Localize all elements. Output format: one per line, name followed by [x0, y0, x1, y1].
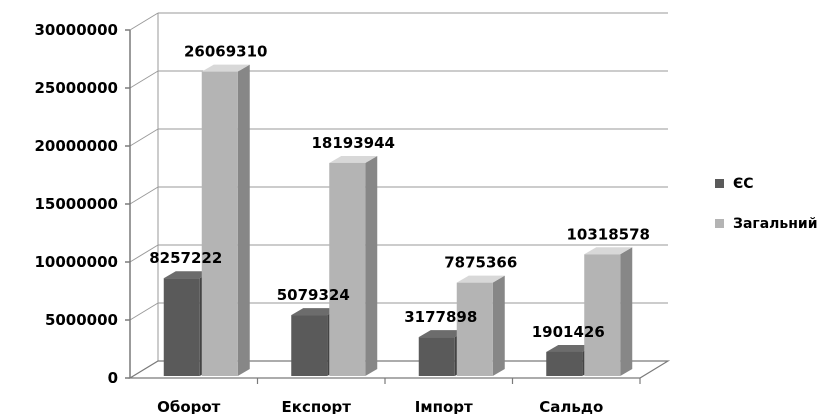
- bar-front: [291, 315, 328, 376]
- bar-front: [418, 337, 455, 376]
- bar-front: [163, 278, 200, 376]
- data-label: 18193944: [312, 134, 396, 152]
- bar-top: [456, 275, 505, 283]
- bar-top: [163, 271, 212, 279]
- legend-swatch: [715, 179, 724, 188]
- gridline-diagonal: [129, 186, 159, 205]
- data-label: 7875366: [444, 254, 517, 272]
- y-tick-label: 10000000: [35, 253, 119, 271]
- chart-bars: [163, 64, 633, 376]
- y-tick-label: 0: [108, 369, 118, 387]
- chart-data-labels: 8257222 5079324 3177898 1901426 26069310 1819…: [149, 43, 650, 341]
- legend-swatch: [715, 219, 724, 228]
- data-label: 10318578: [567, 225, 651, 243]
- bar-front: [584, 254, 621, 376]
- y-tick-label: 15000000: [35, 195, 119, 213]
- bar-top: [201, 64, 250, 72]
- data-label: 8257222: [149, 249, 222, 267]
- data-label: 3177898: [404, 308, 477, 326]
- gridline-diagonal: [129, 128, 159, 147]
- data-label: 1901426: [532, 323, 605, 341]
- bar-front: [546, 351, 583, 376]
- data-label: 26069310: [184, 43, 268, 61]
- gridline-diagonal: [129, 12, 159, 31]
- y-tick-label: 25000000: [35, 79, 119, 97]
- bar-front: [456, 282, 493, 376]
- chart-floor: [127, 360, 671, 379]
- bar: [456, 275, 505, 376]
- legend-label: Загальний: [733, 216, 818, 232]
- x-tick-label: Експорт: [282, 398, 352, 414]
- y-tick-label: 30000000: [35, 21, 119, 39]
- x-tick-label: Імпорт: [415, 398, 473, 414]
- gridline-diagonal: [129, 70, 159, 89]
- gridline-diagonal: [129, 302, 159, 321]
- bar: [584, 247, 633, 376]
- gridline-diagonal: [129, 244, 159, 263]
- bar: [201, 64, 250, 376]
- x-tick-label: Сальдо: [539, 398, 603, 414]
- y-tick-label: 20000000: [35, 137, 119, 155]
- chart-legend: ЄС Загальний: [715, 176, 818, 232]
- x-tick-label: Оборот: [157, 398, 221, 414]
- chart-axes: 0 5000000 10000000 15000000 20000000 25000000…: [35, 21, 671, 414]
- data-label: 5079324: [277, 286, 350, 304]
- bar-top: [584, 247, 633, 255]
- bar-side: [620, 247, 633, 376]
- bar-front: [329, 162, 366, 376]
- y-tick-label: 5000000: [45, 311, 118, 329]
- bar-side: [492, 275, 505, 376]
- bar-side: [365, 155, 378, 376]
- bar-top: [546, 344, 595, 352]
- bar-top: [329, 155, 378, 163]
- bar-top: [291, 308, 340, 316]
- bar-front: [201, 71, 238, 376]
- legend-label: ЄС: [733, 176, 754, 192]
- bar-top: [418, 330, 467, 338]
- bar: [329, 155, 378, 376]
- bar-side: [237, 64, 250, 376]
